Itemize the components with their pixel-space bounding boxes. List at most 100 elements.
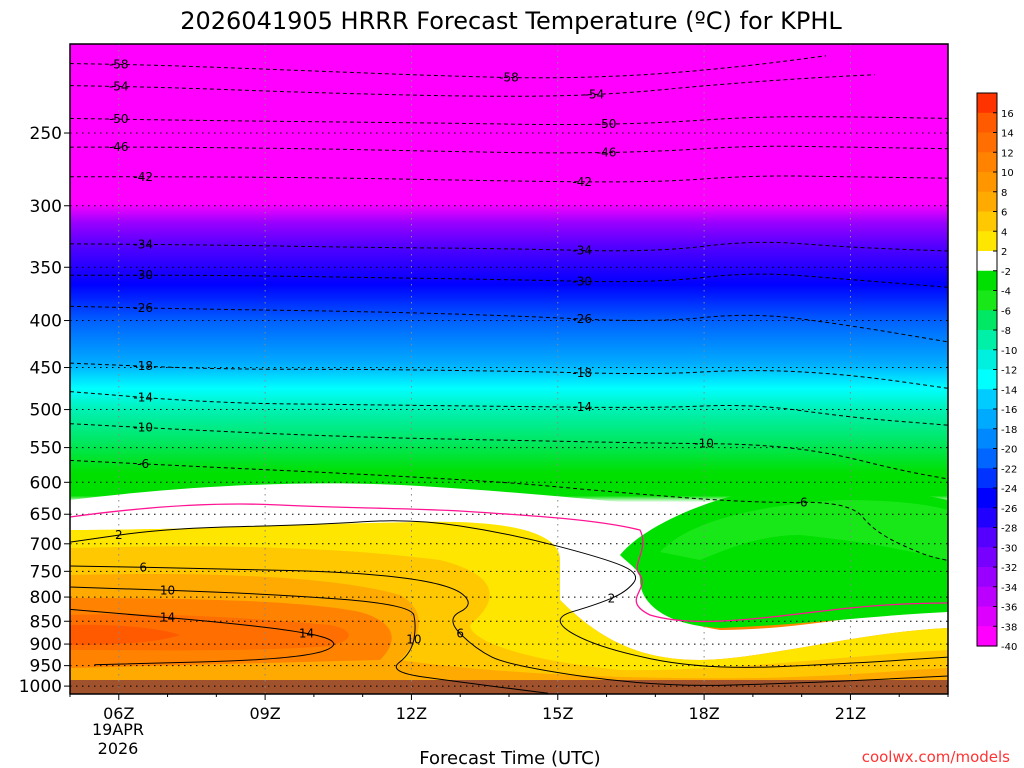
- colorbar-label: -4: [1001, 287, 1011, 298]
- colorbar-swatch: [977, 93, 997, 114]
- contour-label: 6: [456, 627, 464, 641]
- contour-label: -50: [109, 112, 129, 126]
- contour-line: [70, 565, 948, 686]
- contour-line: [70, 586, 549, 694]
- site-credit: coolwx.com/models: [862, 748, 1010, 766]
- colorbar-label: 14: [1001, 129, 1014, 140]
- colorbar-label: -36: [1001, 603, 1017, 614]
- contour-line: [70, 362, 948, 389]
- contour-line: [70, 273, 948, 288]
- colorbar-label: 2: [1001, 247, 1007, 258]
- contour-label: -18: [572, 366, 592, 380]
- colorbar-swatch: [977, 191, 997, 213]
- colorbar-label: 12: [1001, 148, 1014, 159]
- x-tick-label: 09Z: [249, 704, 280, 723]
- colorbar-label: -40: [1001, 642, 1017, 653]
- colorbar-swatch: [977, 231, 997, 252]
- y-axis: 250 300 350 400 450 500 550 600 650 700 750 800 850 9…: [19, 124, 70, 697]
- contour-line: [70, 608, 335, 666]
- zero-degree-isotherm: [70, 503, 948, 623]
- x-tick-label: 15Z: [542, 704, 573, 723]
- y-tick-label: 700: [30, 535, 62, 555]
- contour-label: -58: [109, 57, 129, 71]
- colorbar-swatch: [977, 270, 997, 292]
- colorbar-swatch: [977, 112, 997, 134]
- contour-lines: [70, 55, 948, 694]
- colorbar-swatch: [977, 389, 997, 410]
- contour-label: 2: [608, 591, 616, 605]
- colorbar-label: -30: [1001, 543, 1017, 554]
- colorbar-swatch: [977, 567, 997, 588]
- contour-label: -6: [137, 457, 149, 471]
- y-tick-label: 1000: [19, 677, 62, 697]
- colorbar-swatch: [977, 468, 997, 489]
- colorbar-label: -26: [1001, 504, 1017, 515]
- y-tick-label: 600: [30, 473, 62, 493]
- x-tick-label: 06Z: [103, 704, 134, 723]
- colorbar-swatch: [977, 369, 997, 390]
- y-tick-label: 850: [30, 612, 62, 632]
- colorbar-label: -10: [1001, 346, 1017, 357]
- y-tick-label: 550: [30, 439, 62, 459]
- colorbar: 16 14 12 10 8 6 4 2 -2 -4 -6 -8 -10 -12 -14 -16 -18 -20 -2…: [976, 92, 1017, 653]
- colorbar-swatch: [977, 626, 997, 647]
- contour-label: -34: [133, 237, 153, 251]
- colorbar-label: 8: [1001, 188, 1007, 199]
- colorbar-label: -6: [1001, 306, 1011, 317]
- contour-line: [70, 391, 948, 426]
- colorbar-swatch: [977, 547, 997, 568]
- colorbar-swatch: [977, 211, 997, 232]
- colorbar-label: -20: [1001, 445, 1017, 456]
- contour-label: 14: [160, 611, 175, 625]
- colorbar-label: -2: [1001, 267, 1011, 278]
- colorbar-label: -18: [1001, 425, 1017, 436]
- colorbar-swatch: [977, 488, 997, 509]
- colorbar-swatch: [977, 606, 997, 627]
- contour-label: -14: [133, 390, 153, 404]
- colorbar-label: -32: [1001, 563, 1017, 574]
- colorbar-swatch: [977, 349, 997, 371]
- colorbar-label: -12: [1001, 366, 1017, 377]
- contour-label: -50: [597, 117, 617, 131]
- colorbar-label: 10: [1001, 168, 1014, 179]
- x-tick-label: 12Z: [396, 704, 427, 723]
- contour-line: [70, 305, 948, 343]
- contour-label: -34: [572, 243, 592, 257]
- colorbar-swatch: [977, 172, 997, 193]
- colorbar-label: -28: [1001, 524, 1017, 535]
- contour-label: -42: [572, 175, 592, 189]
- contour-line: [70, 423, 948, 480]
- date-line-year: 2026: [98, 739, 139, 758]
- colorbar-label: 6: [1001, 208, 1007, 219]
- hot-core: [70, 624, 180, 645]
- contour-line: [70, 175, 948, 183]
- contour-label: 10: [406, 632, 421, 646]
- y-tick-label: 900: [30, 635, 62, 655]
- contour-line: [70, 116, 948, 126]
- colorbar-label: 16: [1001, 109, 1014, 120]
- colorbar-swatch: [977, 586, 997, 608]
- colorbar-label: -14: [1001, 385, 1017, 396]
- colorbar-swatch: [977, 132, 997, 153]
- colorbar-swatch: [977, 251, 997, 272]
- contour-label: -42: [133, 170, 153, 184]
- green-intrusion-light: [660, 500, 948, 560]
- y-tick-label: 400: [30, 312, 62, 332]
- colorbar-swatch: [977, 409, 997, 430]
- plot-grid: [70, 44, 948, 694]
- contour-label: -30: [572, 274, 592, 288]
- y-tick-label: 350: [30, 258, 62, 278]
- contour-line: [70, 145, 948, 154]
- contour-label: -46: [597, 145, 617, 159]
- contour-label: 2: [115, 528, 123, 542]
- y-tick-label: 300: [30, 197, 62, 217]
- contour-line: [70, 459, 948, 561]
- colorbar-label: -34: [1001, 583, 1017, 594]
- y-tick-label: 450: [30, 359, 62, 379]
- contour-label: 6: [139, 560, 147, 574]
- colorbar-swatch: [977, 507, 997, 529]
- colorbar-swatch: [977, 290, 997, 311]
- contour-label: 14: [299, 626, 314, 640]
- colorbar-swatch: [977, 527, 997, 548]
- colorbar-label: -38: [1001, 622, 1017, 633]
